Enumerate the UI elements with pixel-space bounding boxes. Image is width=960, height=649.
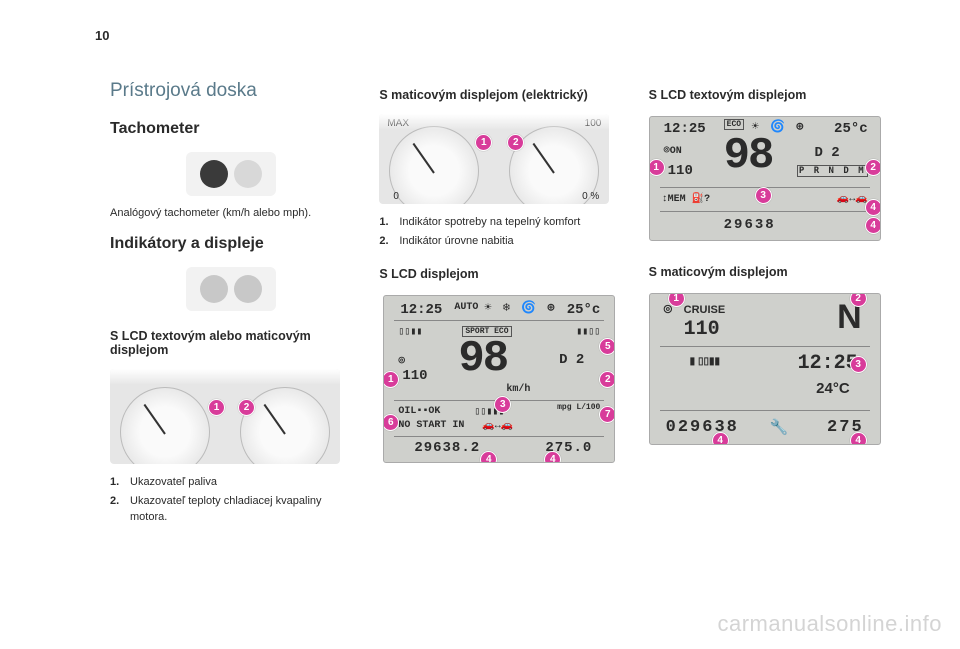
bars-icon: ▯▯▮▮ xyxy=(398,326,422,338)
indicators-heading: Indikátory a displeje xyxy=(110,235,351,253)
watermark: carmanualsonline.info xyxy=(717,611,942,637)
callout-badge: 4 xyxy=(712,432,729,445)
callout-badge: 6 xyxy=(383,414,399,431)
mx-cruise-val: 110 xyxy=(684,318,720,341)
lcd-text-display-figure: 12:25 ECO ☀ 🌀 ⊕ 25°c ⌾ON 98 D 2 110 P R … xyxy=(649,116,881,241)
lcd-speed: 98 xyxy=(458,334,507,384)
car-icon: 🚗↔🚗 xyxy=(482,420,513,432)
indicators-list: 1.Ukazovateľ paliva 2.Ukazovateľ teploty … xyxy=(110,474,351,528)
list-item: 1.Ukazovateľ paliva xyxy=(110,474,351,491)
mx-cruise: CRUISE xyxy=(684,304,726,316)
callout-badge: 1 xyxy=(383,371,399,388)
callout-badge: 2 xyxy=(865,159,881,176)
lcd-heading: S LCD displejom xyxy=(379,267,620,281)
list-item: 2.Indikátor úrovne nabitia xyxy=(379,233,620,250)
callout-badge: 4 xyxy=(480,451,497,463)
callout-badge: 4 xyxy=(850,432,867,445)
mx-temp: 24°C xyxy=(816,380,850,397)
callout-badge: 3 xyxy=(755,187,772,204)
gauge-figure-elec: MAX 100 0 0 % 12 xyxy=(379,114,609,204)
callout-badge: 2 xyxy=(850,293,867,307)
section-title: Prístrojová doska xyxy=(110,80,351,102)
elec-heading: S maticovým displejom (elektrický) xyxy=(379,88,620,102)
lt-prnd: P R N D M xyxy=(797,165,868,177)
callout-badge: 1 xyxy=(208,399,225,416)
lcd-time: 12:25 xyxy=(400,302,442,318)
lcd-nostart: NO START IN xyxy=(398,420,464,431)
lt-time: 12:25 xyxy=(664,121,706,137)
lt-gear: D 2 xyxy=(814,145,839,161)
indicators-sub: S LCD textovým alebo maticovým displejom xyxy=(110,329,351,357)
lcdtext-heading: S LCD textovým displejom xyxy=(649,88,890,102)
callout-badge: 4 xyxy=(544,451,561,463)
lcd-icons-row: ☀ ❄ 🌀 ⊕ xyxy=(484,300,556,315)
car-icon: 🚗↔🚗 xyxy=(837,193,868,205)
wrench-icon: 🔧 xyxy=(770,418,789,437)
callout-badge: 7 xyxy=(599,406,615,423)
dial-icon xyxy=(234,275,262,303)
lcd-auto: AUTO xyxy=(454,302,478,313)
lt-aux: 110 xyxy=(668,163,693,179)
matrix-display-figure: ⌾ CRUISE 110 N ▮ ▯▯▮▮ 12:25 24°C 029638 … xyxy=(649,293,881,445)
cruise-icon: ⌾ON xyxy=(664,145,682,157)
column-1: Prístrojová doska Tachometer Analógový t… xyxy=(110,80,351,536)
page-number: 10 xyxy=(95,28,109,43)
bars-icon: ▮▮▯▯ xyxy=(576,326,600,338)
gauge-figure-1: 12 xyxy=(110,369,340,464)
temp-gauge-icon xyxy=(240,387,330,464)
fuel-gauge-icon xyxy=(120,387,210,464)
cruise-icon: ⌾ xyxy=(398,354,405,368)
callout-badge: 5 xyxy=(599,338,615,355)
lcd-oil: OIL▪▪OK xyxy=(398,406,440,417)
dial-icon xyxy=(200,160,228,188)
tachometer-thumb xyxy=(186,152,276,196)
tachometer-heading: Tachometer xyxy=(110,120,351,138)
content-columns: Prístrojová doska Tachometer Analógový t… xyxy=(110,80,890,536)
dial-icon xyxy=(234,160,262,188)
indicators-thumb xyxy=(186,267,276,311)
callout-badge: 4 xyxy=(865,199,881,216)
lcd-display-figure: 12:25 AUTO ☀ ❄ 🌀 ⊕ 25°c ▯▯▮▮ SPORT ECO ▮… xyxy=(383,295,615,463)
elec-list: 1.Indikátor spotreby na tepelný komfort 2… xyxy=(379,214,620,251)
lt-speed: 98 xyxy=(724,131,773,181)
lcd-temp: 25°c xyxy=(567,302,601,318)
callout-badge: 4 xyxy=(865,217,881,234)
lt-eco: ECO xyxy=(724,119,744,130)
callout-badge: 1 xyxy=(649,159,665,176)
callout-badge: 3 xyxy=(850,356,867,373)
lcd-aux: 110 xyxy=(402,368,427,384)
consumption-gauge-icon xyxy=(389,126,479,204)
lt-temp: 25°c xyxy=(834,121,868,137)
lcd-odo: 29638.2 xyxy=(414,440,480,456)
mx-odo: 029638 xyxy=(666,418,739,437)
label-0r: 0 % xyxy=(582,191,599,202)
tachometer-desc: Analógový tachometer (km/h alebo mph). xyxy=(110,206,351,221)
lcd-unit: km/h xyxy=(506,384,530,395)
callout-badge: 1 xyxy=(668,293,685,307)
callout-badge: 3 xyxy=(494,396,511,413)
dial-icon xyxy=(200,275,228,303)
label-0l: 0 xyxy=(393,191,399,202)
list-item: 1.Indikátor spotreby na tepelný komfort xyxy=(379,214,620,231)
lcd-gear: D 2 xyxy=(559,352,584,368)
column-2: S maticovým displejom (elektrický) MAX 1… xyxy=(379,80,620,536)
matrix-heading: S maticovým displejom xyxy=(649,265,890,279)
column-3: S LCD textovým displejom 12:25 ECO ☀ 🌀 ⊕… xyxy=(649,80,890,536)
mx-time: 12:25 xyxy=(798,352,858,375)
callout-badge: 1 xyxy=(475,134,492,151)
lt-odo: 29638 xyxy=(724,217,776,233)
lcd-mpg: mpg L/100 xyxy=(557,404,600,412)
list-item: 2.Ukazovateľ teploty chladiacej kvapalin… xyxy=(110,493,351,526)
bars-icon: ▮ ▯▯▮▮ xyxy=(690,356,720,367)
callout-badge: 2 xyxy=(599,371,615,388)
lt-mem: ↕MEM ⛽? xyxy=(662,193,710,205)
